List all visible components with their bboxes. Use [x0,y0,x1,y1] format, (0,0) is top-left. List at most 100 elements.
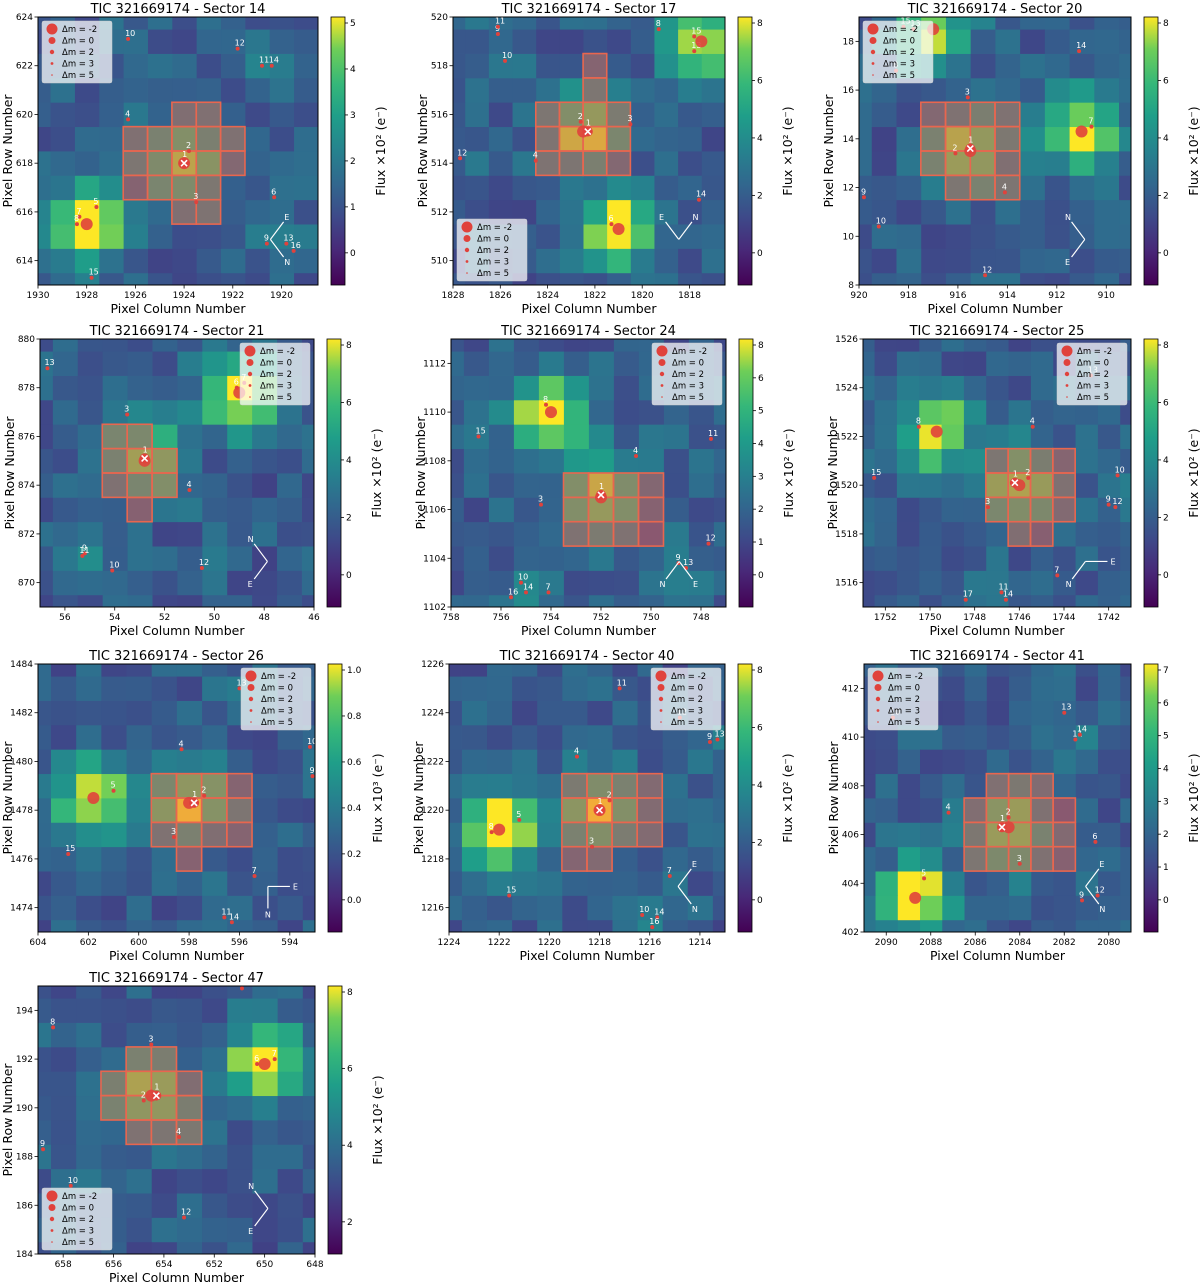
pixel [461,798,488,823]
pixel [102,594,128,607]
pixel [52,473,78,498]
colorbar-tick-label: 3 [350,111,356,121]
pixel [874,473,897,498]
pixel [50,102,75,128]
pixel [1119,773,1131,799]
pixel [701,297,725,322]
pixel [859,151,872,176]
aperture-pixel [175,845,203,872]
pixel [511,724,538,750]
pixel [875,871,898,896]
pixel [831,701,854,726]
pixel [226,1217,253,1243]
star-marker [861,195,866,200]
pixel [252,1241,278,1254]
pixel [123,77,148,103]
star-marker [272,1057,277,1062]
pixel [630,77,655,103]
pixel [226,1095,253,1121]
pixel [176,749,203,775]
star-label: 13 [714,730,724,739]
pixel [74,272,100,285]
pixel [920,199,946,225]
pixel [511,822,538,848]
pixel [226,1193,253,1218]
pixel [871,175,897,201]
pixel [630,224,655,249]
aperture-pixel [195,150,222,177]
pixel [588,375,614,401]
pixel [40,594,53,607]
legend-marker [46,23,58,35]
colorbar-tick-label: 0 [757,249,763,259]
pixel [535,77,560,103]
pixel [1,273,26,298]
pixel [75,998,102,1023]
aperture-pixel [126,496,153,523]
pixel [488,497,514,523]
pixel [277,749,303,775]
pixel [1069,297,1094,322]
legend-marker [48,37,56,44]
pixel [638,473,664,498]
star-label: 9 [676,553,681,562]
pixel [326,619,351,644]
pixel [127,546,153,571]
pixel [100,773,127,799]
pixel [630,53,655,79]
pixel [269,224,295,249]
pixel [513,424,539,450]
star-label: 5 [111,781,116,790]
panel-title: TIC 321669174 - Sector 24 [500,324,676,339]
pixel [1019,199,1045,225]
pixel [38,998,51,1023]
pixel [276,424,302,450]
pixel [38,1144,51,1170]
pixel [151,1022,177,1048]
aperture-pixel [195,174,222,201]
pixel [1094,0,1119,5]
aperture-pixel [969,174,996,201]
pixel [941,724,965,750]
pixel [302,1095,315,1121]
pixel [963,448,987,474]
y-tick-label: 1224 [421,709,444,719]
pixel [453,29,466,54]
aperture-pixel [151,472,178,499]
colorbar-tick-label: 4 [347,1141,353,1151]
pixel [630,102,655,128]
pixel [123,29,148,54]
y-tick-label: 1476 [10,855,33,865]
legend-entry: Δm = 0 [477,235,509,245]
pixel [171,53,197,79]
star-marker [986,505,991,510]
pixel [50,919,77,932]
pixel [0,676,26,701]
pixel [701,17,725,30]
pixel [277,1022,303,1048]
x-tick-label: 1742 [1097,613,1120,623]
star-label: 3 [124,405,129,414]
pixel [1119,570,1131,596]
pixel [1052,521,1076,547]
x-tick-label: 602 [80,938,97,948]
compass-north-label: N [1066,580,1072,589]
colorbar [330,16,346,286]
legend-box [41,20,113,84]
star-marker [260,63,264,68]
pixel [1118,29,1131,54]
pixel [251,521,278,547]
pixel [1097,521,1121,547]
pixel [50,700,77,726]
pixel [654,199,679,225]
star-marker [507,893,512,898]
pixel [1097,570,1121,596]
legend-entry: Δm = -2 [477,223,512,233]
star-label: 9 [861,187,866,196]
axes-frame [862,338,1132,608]
pixel [177,521,203,547]
pixel [77,473,103,498]
pixel [896,594,920,607]
pixel [1008,664,1032,677]
y-tick-label: 16 [843,86,855,96]
